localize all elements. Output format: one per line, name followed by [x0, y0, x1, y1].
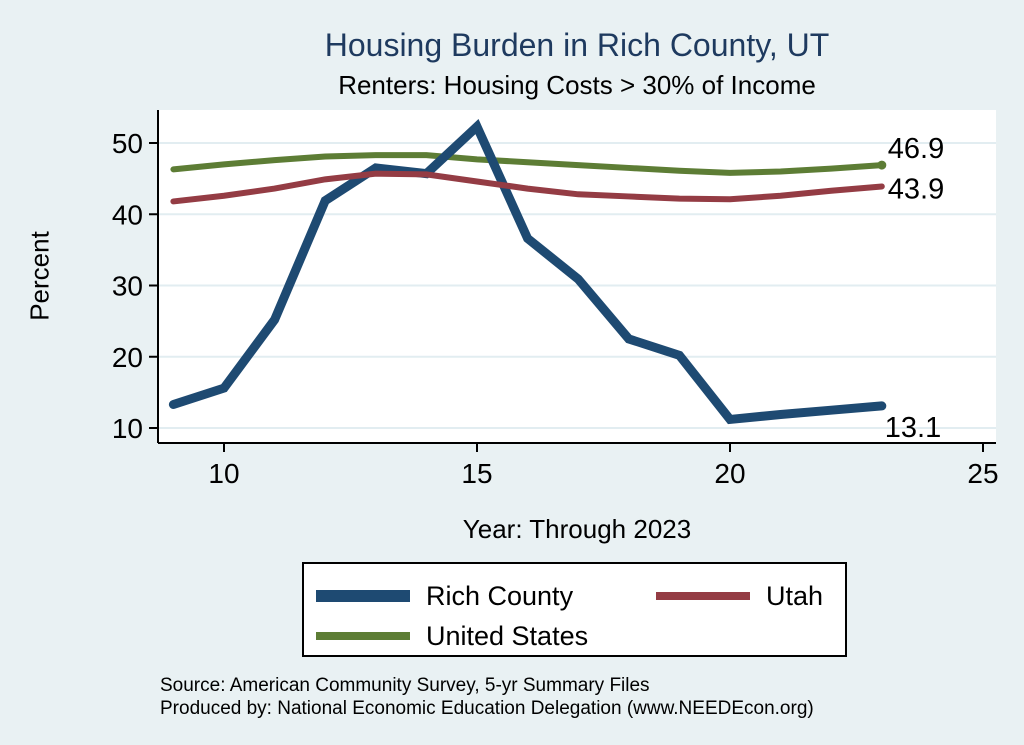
end-value-label-rich-county: 13.1 — [885, 412, 941, 444]
y-tick-label-30: 30 — [112, 271, 143, 302]
legend-label-rich-county: Rich County — [426, 581, 574, 611]
legend-label-united-states: United States — [426, 621, 589, 651]
legend-label-utah: Utah — [766, 581, 824, 611]
legend-item-united-states: United States — [316, 621, 588, 651]
legend-swatch-utah — [656, 592, 750, 600]
series-line-rich-county — [168, 119, 887, 425]
legend-item-rich-county: Rich County — [316, 581, 573, 611]
y-tick-label-20: 20 — [112, 342, 143, 373]
y-axis-label: Percent — [24, 231, 55, 321]
series-line-united-states — [170, 152, 885, 176]
end-value-label-united-states: 46.9 — [888, 133, 944, 165]
source-note: Source: American Community Survey, 5-yr … — [160, 674, 814, 720]
legend-item-utah: Utah — [656, 581, 823, 611]
end-marker-united-states — [877, 160, 887, 170]
chart-subtitle: Renters: Housing Costs > 30% of Income — [338, 70, 816, 100]
end-value-label-utah: 43.9 — [888, 173, 944, 205]
y-tick-label-10: 10 — [112, 413, 143, 444]
chart-title: Housing Burden in Rich County, UT — [324, 27, 830, 63]
x-tick-label-15: 15 — [461, 458, 492, 489]
y-tick-label-50: 50 — [112, 128, 143, 159]
y-tick-label-40: 40 — [112, 199, 143, 230]
legend-swatch-rich-county — [316, 590, 410, 602]
x-tick-label-25: 25 — [967, 458, 998, 489]
x-tick-label-10: 10 — [208, 458, 239, 489]
x-axis-label: Year: Through 2023 — [462, 514, 692, 544]
series-line-utah — [170, 170, 885, 205]
legend-swatch-united-states — [316, 632, 410, 640]
x-tick-label-20: 20 — [714, 458, 745, 489]
legend: Rich County Utah United States — [302, 562, 847, 657]
source-line: Source: American Community Survey, 5-yr … — [160, 675, 650, 696]
produced-by-line: Produced by: National Economic Education… — [160, 698, 814, 719]
